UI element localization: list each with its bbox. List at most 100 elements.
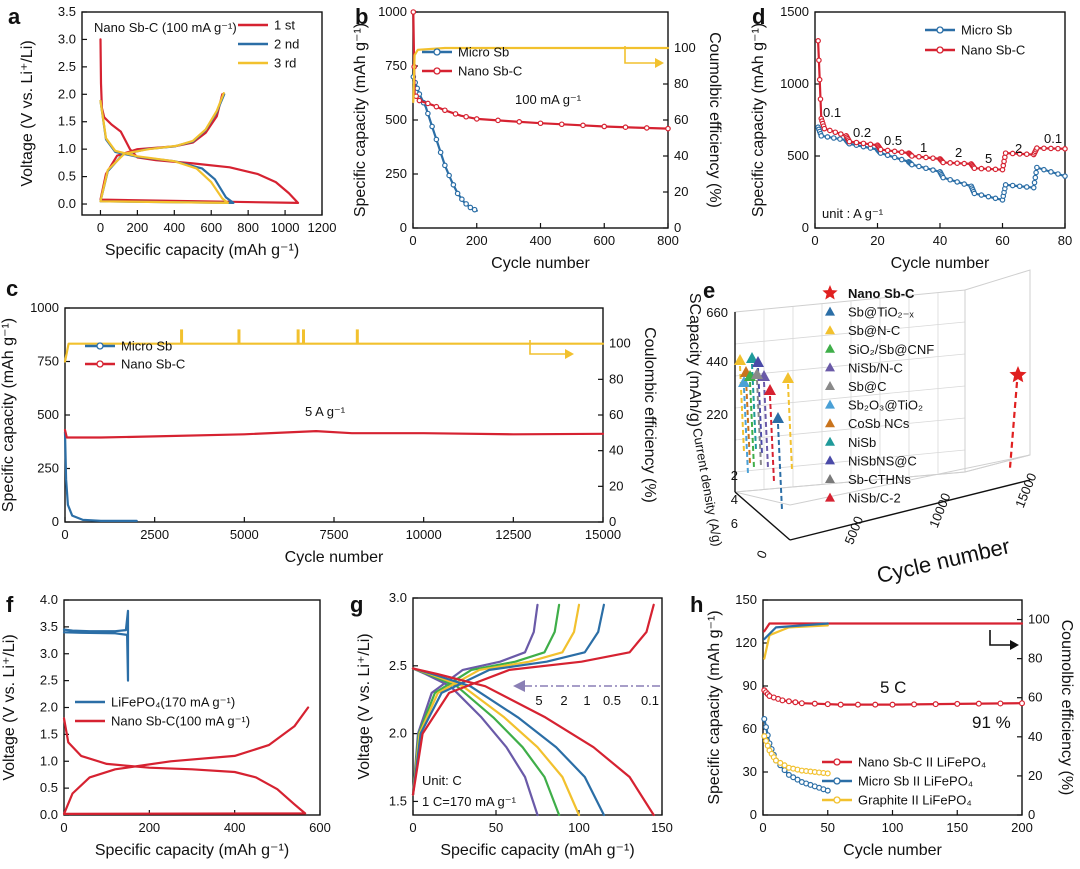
e-legend-marker (825, 343, 835, 353)
h-legend-label: Graphite II LiFePO₄ (858, 793, 972, 808)
b-legend-label: Nano Sb-C (458, 64, 522, 79)
d-x-tick-label: 40 (933, 233, 947, 248)
h-x-tick-label: 100 (882, 820, 904, 835)
d-marker (891, 148, 898, 155)
c-y2-tick-label: 20 (609, 478, 623, 493)
a-y-tick-label: 1.0 (58, 141, 76, 156)
a-x-tick-label: 600 (200, 220, 222, 235)
f-legend-label: Nano Sb-C(100 mA g⁻¹) (111, 714, 250, 729)
b-marker (473, 116, 480, 122)
b-y2-tick-label: 60 (674, 112, 688, 127)
c-y2-tick-label: 40 (609, 443, 623, 458)
b-x-axis-label: Cycle number (491, 255, 590, 272)
h-marker (794, 776, 801, 783)
a-x-tick-label: 800 (237, 220, 259, 235)
g-y-tick-label: 3.0 (389, 590, 407, 605)
c-x-tick-label: 0 (61, 527, 68, 542)
b-marker (558, 121, 565, 128)
b-y-tick-label: 250 (385, 166, 407, 181)
b-marker (414, 85, 421, 92)
d-marker (916, 153, 922, 160)
e-3d-grid (734, 321, 966, 345)
e-y-tick-label: 4 (731, 492, 738, 507)
f-x-axis-label: Specific capacity (mAh g⁻¹) (95, 842, 289, 859)
d-marker (985, 166, 992, 172)
b-marker (429, 123, 435, 130)
e-legend-marker (825, 306, 835, 316)
b-marker (471, 206, 478, 213)
d-y-tick-label: 500 (787, 148, 809, 163)
b-marker (495, 117, 501, 124)
c-x-tick-label: 7500 (320, 527, 349, 542)
h-marker (785, 771, 792, 778)
h-marker (777, 759, 784, 766)
d-marker (821, 125, 828, 132)
h-annotation: 5 C (880, 678, 906, 697)
h-marker (761, 715, 768, 722)
e-legend-label: Sb-CTHNs (848, 472, 911, 487)
e-3d-grid (734, 385, 966, 409)
h-ce-micro (763, 622, 829, 641)
b-legend-marker (433, 67, 441, 75)
c-y2-tick-label: 80 (609, 371, 623, 386)
h-marker (772, 757, 779, 764)
e-data-marker (772, 412, 784, 423)
h-marker (975, 700, 982, 707)
g-rate-label: 2 (560, 693, 567, 708)
panel-label-d: d (752, 4, 765, 29)
c-axis-arrow (529, 340, 565, 355)
h-legend-marker (833, 758, 841, 766)
e-legend-label: CoSb NCs (848, 416, 910, 431)
d-marker (971, 190, 978, 197)
d-x-tick-label: 20 (870, 233, 884, 248)
h-marker (854, 701, 861, 708)
d-marker (815, 37, 821, 44)
panel-label-a: a (8, 4, 21, 29)
e-data-marker (738, 376, 750, 387)
d-marker (923, 154, 929, 161)
d-marker (860, 140, 867, 147)
f-y-axis-label: Voltage (V vs. Li⁺/Li) (1, 634, 18, 780)
h-y-tick-label: 0 (750, 807, 757, 822)
f-legend-label: LiFePO₄(170 mA g⁻¹) (111, 695, 235, 710)
a-y-tick-label: 0.5 (58, 169, 76, 184)
h-legend-label: Nano Sb-C II LiFePO₄ (858, 755, 986, 770)
h-x-tick-label: 150 (946, 820, 968, 835)
h-ce-graphite (763, 624, 829, 660)
b-marker (425, 110, 431, 117)
f-y-tick-label: 0.0 (40, 807, 58, 822)
h-marker (761, 733, 768, 740)
d-marker (1048, 145, 1054, 152)
f-x-tick-label: 200 (138, 820, 160, 835)
d-marker (940, 174, 946, 181)
a-legend-label: 3 rd (274, 56, 296, 71)
a-y-tick-label: 2.5 (58, 59, 76, 74)
a-x-axis-label: Specific capacity (mAh g⁻¹) (105, 242, 299, 259)
h-ce-series (763, 622, 1024, 633)
g-discharge-curve (411, 667, 605, 817)
h-marker (911, 701, 918, 708)
b-series (412, 46, 670, 104)
a-y-tick-label: 3.5 (58, 4, 76, 19)
b-marker (450, 182, 457, 188)
d-marker (916, 163, 922, 170)
e-3d-grid (734, 353, 966, 377)
d-marker (867, 141, 874, 148)
e-legend-label: SiO₂/Sb@CNF (848, 342, 934, 357)
e-drop-line (777, 423, 783, 511)
a-x-tick-label: 200 (127, 220, 149, 235)
d-marker (947, 176, 953, 183)
g-charge-curve (411, 603, 539, 796)
b-marker (665, 125, 671, 132)
e-legend-label: Sb@N-C (848, 323, 900, 338)
h-x-tick-label: 200 (1011, 820, 1033, 835)
b-axis-arrowhead (655, 58, 664, 68)
b-y-tick-label: 500 (385, 112, 407, 127)
d-rate-label: 1 (920, 140, 927, 155)
d-x-axis-label: Cycle number (891, 255, 990, 272)
g-x-tick-label: 0 (409, 820, 416, 835)
d-y-tick-label: 1000 (780, 76, 809, 91)
b-y-tick-label: 1000 (378, 4, 407, 19)
h-y2-tick-label: 100 (1028, 612, 1050, 627)
d-marker (1023, 151, 1030, 158)
